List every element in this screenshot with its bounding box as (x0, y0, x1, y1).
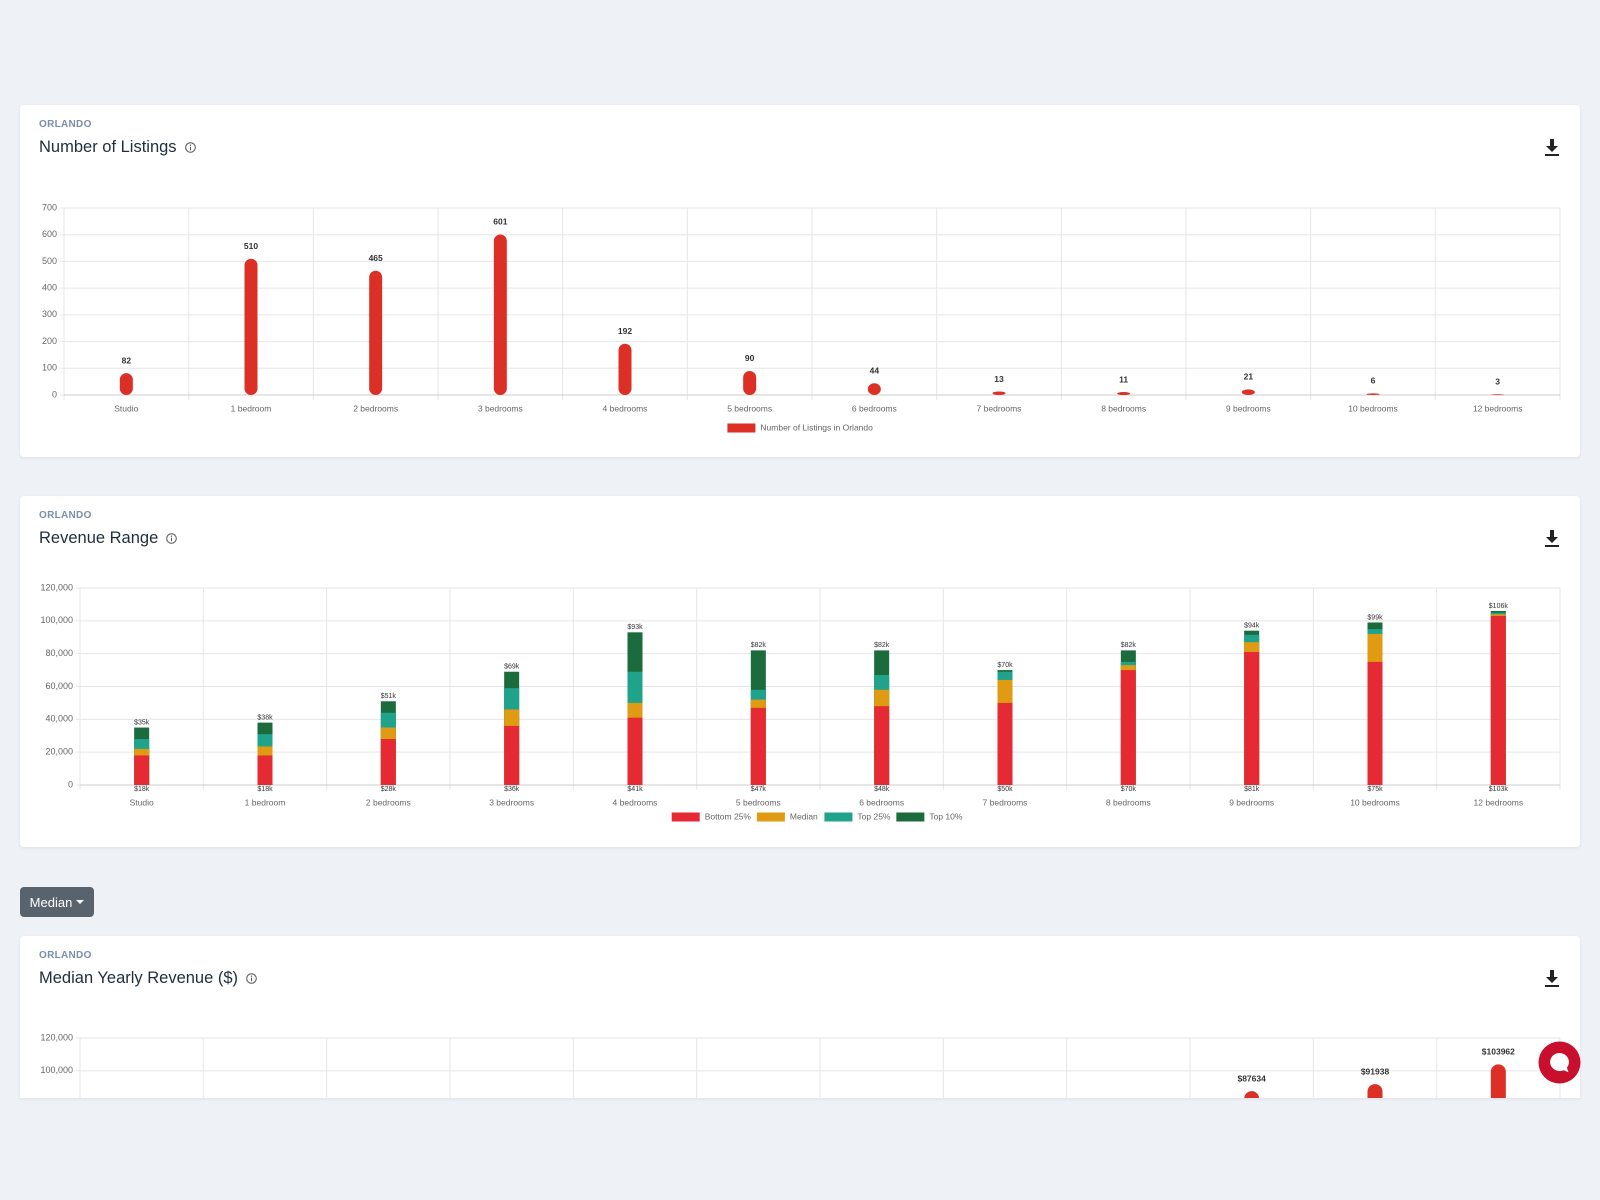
title-text: Median Yearly Revenue ($) (39, 969, 239, 987)
eyebrow: ORLANDO (39, 950, 92, 961)
button-label: Median (29, 894, 73, 910)
bar (1367, 1084, 1383, 1098)
card-title: Median Yearly Revenue ($) (39, 969, 257, 988)
download-icon[interactable] (1544, 529, 1560, 547)
info-icon[interactable] (246, 973, 257, 984)
card-title: Revenue Range (39, 529, 178, 548)
median-revenue-card: ORLANDO Median Yearly Revenue ($) (20, 936, 1580, 1098)
download-icon[interactable] (1544, 138, 1560, 156)
title-text: Number of Listings (39, 138, 177, 156)
metric-dropdown[interactable]: Median (20, 887, 94, 917)
download-icon[interactable] (1544, 969, 1560, 987)
eyebrow: ORLANDO (39, 510, 92, 521)
chat-button[interactable] (1538, 1041, 1581, 1084)
info-icon[interactable] (184, 142, 196, 153)
bar (1244, 1091, 1260, 1098)
caret (76, 900, 85, 904)
title-text: Revenue Range (39, 529, 159, 547)
info-icon[interactable] (166, 533, 178, 544)
revenue-range-card: ORLANDO Revenue Range (20, 496, 1580, 847)
listings-card: ORLANDO Number of Listings (20, 105, 1580, 457)
eyebrow: ORLANDO (39, 119, 92, 130)
card-title: Number of Listings (39, 138, 196, 157)
